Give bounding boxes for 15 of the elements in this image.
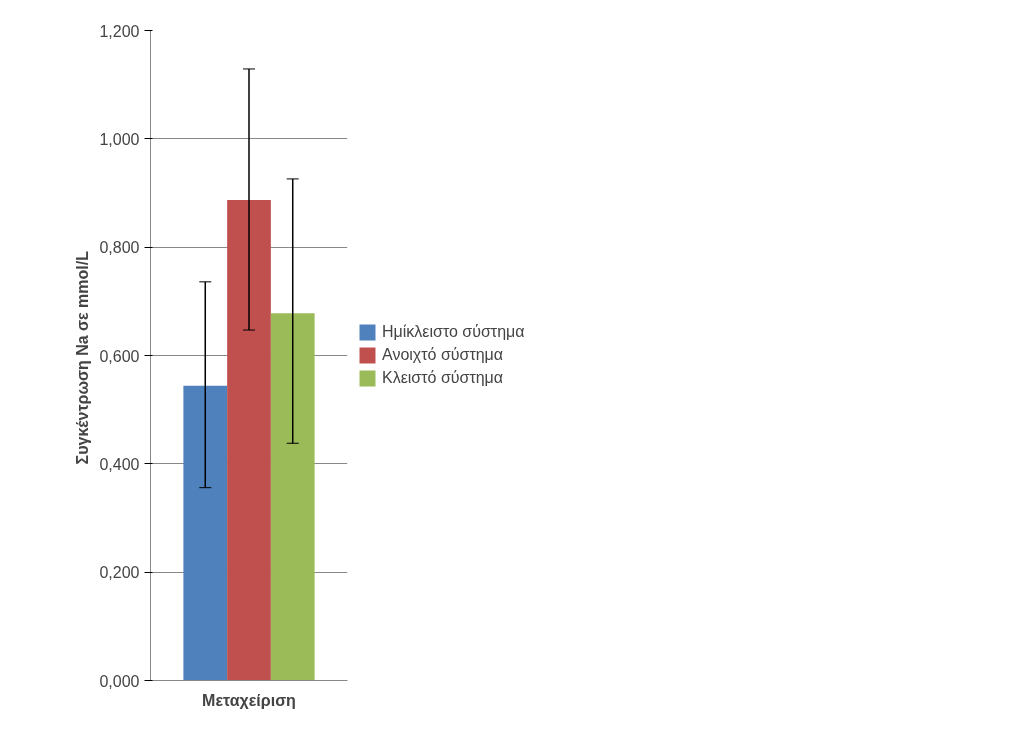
x-axis-title: Μεταχείριση (202, 691, 296, 709)
y-tick-label: 0,600 (99, 347, 140, 365)
bar (270, 313, 315, 681)
y-tick-label: 0,800 (99, 239, 140, 257)
y-tick-label: 0,400 (99, 455, 140, 473)
y-tick-label: 1,000 (99, 130, 140, 148)
legend-label: Κλειστό σύστημα (382, 369, 504, 387)
y-tick-label: 0,000 (99, 672, 140, 690)
bar (227, 200, 271, 681)
y-tick-label: 1,200 (99, 22, 140, 40)
bar (183, 385, 228, 681)
legend-label: Ανοιχτό σύστημα (382, 346, 504, 364)
legend-label: Ημίκλειστο σύστημα (382, 323, 525, 341)
y-tick-label: 0,200 (99, 564, 140, 582)
y-axis-title: Συγκέντρωση Na σε mmol/L (74, 250, 92, 465)
